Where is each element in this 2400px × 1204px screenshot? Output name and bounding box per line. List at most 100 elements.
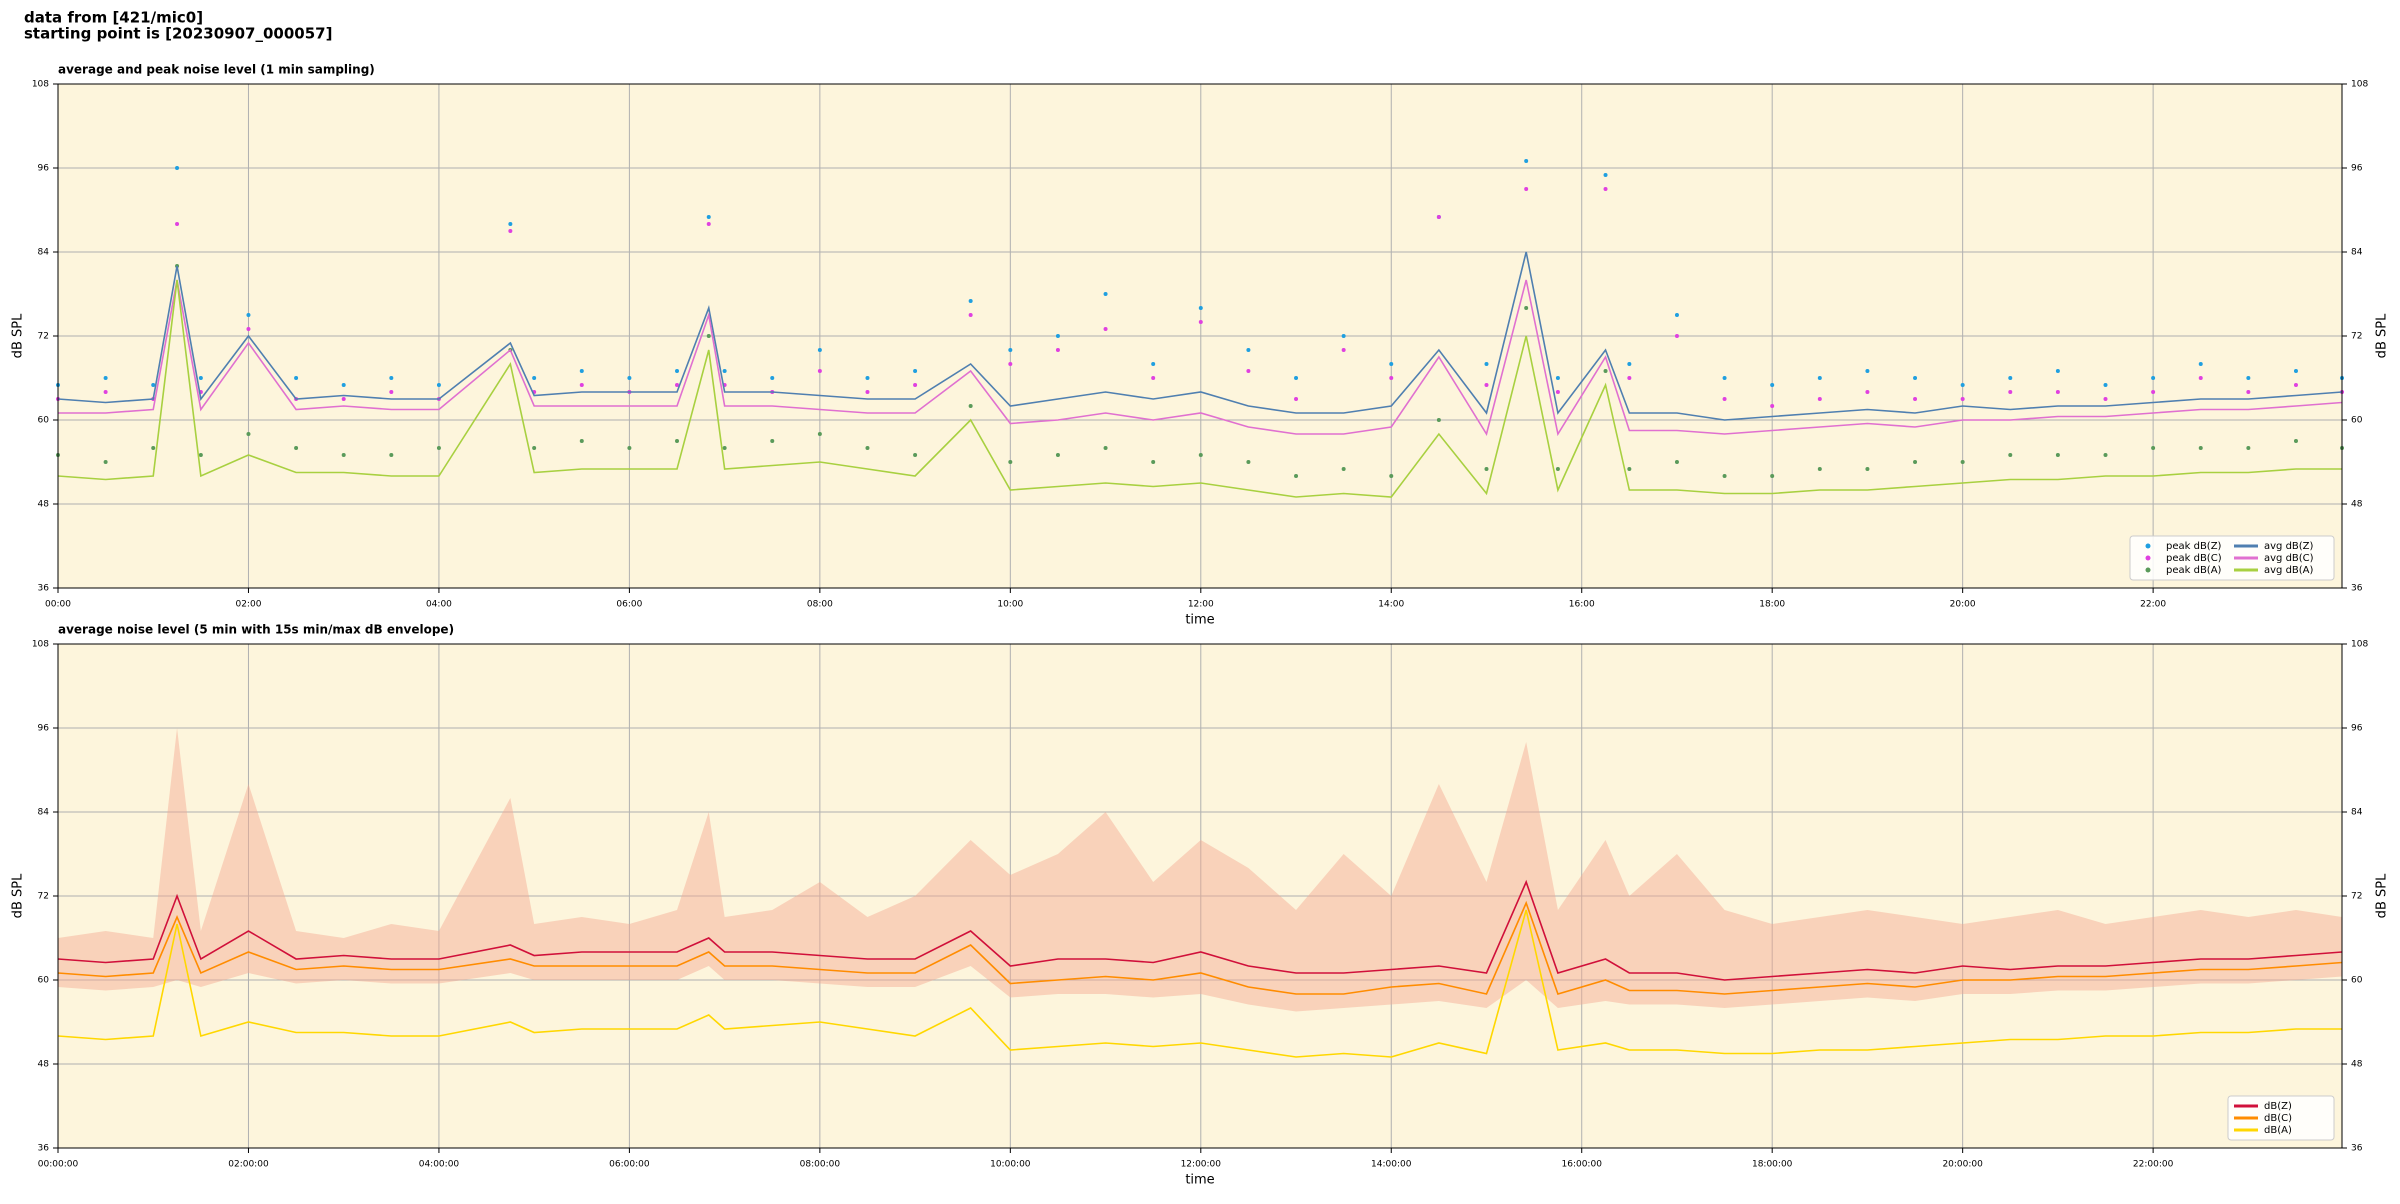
y2-tick-label: 72 xyxy=(2351,892,2362,902)
peak-point xyxy=(2198,446,2203,450)
peak-point xyxy=(508,229,513,233)
y2-tick-label: 36 xyxy=(2351,1144,2363,1154)
peak-point xyxy=(1817,397,1822,401)
x-tick-label: 10:00 xyxy=(997,600,1023,610)
peak-point xyxy=(627,376,632,380)
legend-marker xyxy=(2145,555,2151,561)
y-tick-label: 84 xyxy=(38,248,50,258)
peak-point xyxy=(1484,383,1489,387)
peak-point xyxy=(1865,390,1870,394)
peak-point xyxy=(1524,306,1529,310)
peak-point xyxy=(389,390,394,394)
y-axis-label: dB SPL xyxy=(11,873,26,918)
x-tick-label: 02:00:00 xyxy=(228,1160,269,1170)
y2-tick-label: 96 xyxy=(2351,164,2363,174)
y2-tick-label: 48 xyxy=(2351,500,2363,510)
peak-point xyxy=(341,453,346,457)
peak-point xyxy=(175,222,180,226)
y-axis-label: dB SPL xyxy=(11,313,26,358)
y-tick-label: 60 xyxy=(38,976,50,986)
peak-point xyxy=(2055,390,2060,394)
y-tick-label: 108 xyxy=(32,640,49,650)
peak-point xyxy=(1246,348,1251,352)
peak-point xyxy=(968,299,973,303)
y-tick-label: 60 xyxy=(38,416,50,426)
peak-point xyxy=(1770,383,1775,387)
peak-point xyxy=(294,376,299,380)
x-tick-label: 04:00:00 xyxy=(419,1160,460,1170)
header-line: starting point is [20230907_000057] xyxy=(24,25,332,43)
peak-point xyxy=(1865,369,1870,373)
peak-point xyxy=(1008,460,1013,464)
peak-point xyxy=(1627,362,1632,366)
peak-point xyxy=(532,446,537,450)
x-tick-label: 08:00 xyxy=(807,600,833,610)
peak-point xyxy=(532,376,537,380)
peak-point xyxy=(627,446,632,450)
peak-point xyxy=(1055,348,1060,352)
peak-point xyxy=(2008,453,2013,457)
x-tick-label: 00:00:00 xyxy=(38,1160,79,1170)
peak-point xyxy=(1341,334,1346,338)
peak-point xyxy=(817,432,822,436)
peak-point xyxy=(1294,376,1299,380)
peak-point xyxy=(2008,376,2013,380)
peak-point xyxy=(508,222,513,226)
y-tick-label: 48 xyxy=(38,500,50,510)
legend-marker xyxy=(2145,567,2151,573)
peak-point xyxy=(1341,467,1346,471)
legend-label: avg dB(A) xyxy=(2264,565,2314,576)
plot-frame xyxy=(57,83,2343,589)
y2-tick-label: 60 xyxy=(2351,416,2363,426)
y2-tick-label: 96 xyxy=(2351,724,2363,734)
peak-point xyxy=(103,376,108,380)
peak-point xyxy=(2293,439,2298,443)
y-tick-label: 96 xyxy=(38,724,50,734)
chart-title: average and peak noise level (1 min samp… xyxy=(58,63,375,77)
peak-point xyxy=(1198,306,1203,310)
peak-point xyxy=(722,369,727,373)
y2-tick-label: 84 xyxy=(2351,248,2363,258)
peak-point xyxy=(1484,362,1489,366)
peak-point xyxy=(175,166,180,170)
peak-point xyxy=(246,327,251,331)
peak-point xyxy=(246,313,251,317)
x-tick-label: 10:00:00 xyxy=(990,1160,1031,1170)
peak-point xyxy=(1294,474,1299,478)
legend-label: peak dB(C) xyxy=(2166,553,2222,564)
peak-point xyxy=(1603,369,1608,373)
y2-axis-label: dB SPL xyxy=(2375,313,2390,358)
peak-point xyxy=(706,334,711,338)
peak-point xyxy=(1674,334,1679,338)
peak-point xyxy=(1674,313,1679,317)
x-tick-label: 20:00:00 xyxy=(1942,1160,1983,1170)
peak-point xyxy=(865,376,870,380)
peak-point xyxy=(1817,467,1822,471)
envelope xyxy=(58,728,2342,1012)
peak-point xyxy=(865,390,870,394)
legend-box xyxy=(2129,535,2335,581)
y2-tick-label: 60 xyxy=(2351,976,2363,986)
peak-point xyxy=(1960,383,1965,387)
y2-tick-label: 84 xyxy=(2351,808,2363,818)
peak-point xyxy=(579,369,584,373)
peak-point xyxy=(1389,376,1394,380)
peak-point xyxy=(1151,376,1156,380)
x-tick-label: 12:00 xyxy=(1188,600,1214,610)
peak-point xyxy=(2008,390,2013,394)
y-tick-label: 72 xyxy=(38,892,49,902)
peak-point xyxy=(1674,460,1679,464)
peak-point xyxy=(198,453,203,457)
peak-point xyxy=(706,222,711,226)
peak-point xyxy=(817,348,822,352)
legend-label: avg dB(C) xyxy=(2264,553,2314,564)
peak-point xyxy=(341,383,346,387)
x-tick-label: 22:00 xyxy=(2140,600,2166,610)
x-tick-label: 16:00 xyxy=(1569,600,1595,610)
peak-point xyxy=(1913,376,1918,380)
x-tick-label: 14:00 xyxy=(1378,600,1404,610)
peak-point xyxy=(1341,348,1346,352)
peak-point xyxy=(1436,418,1441,422)
peak-point xyxy=(1722,397,1727,401)
